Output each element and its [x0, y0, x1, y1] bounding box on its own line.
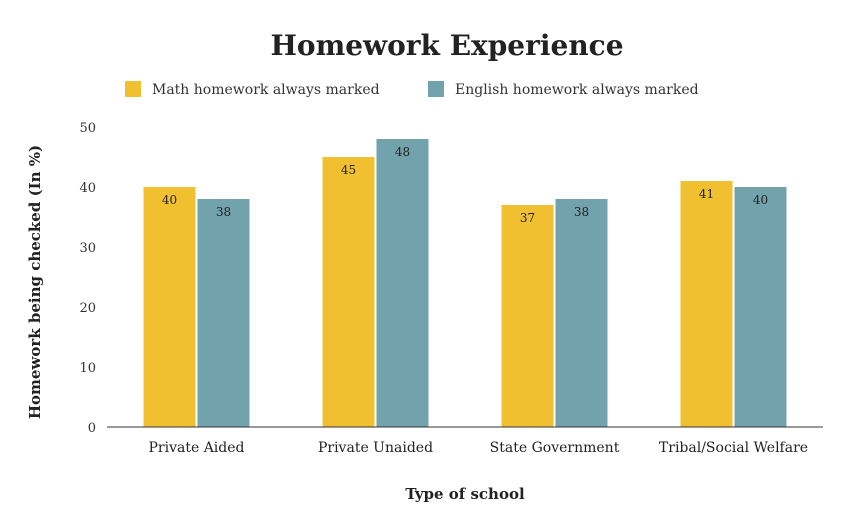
x-tick-label: Tribal/Social Welfare — [659, 440, 808, 456]
y-tick-label: 50 — [79, 121, 96, 136]
y-tick-label: 30 — [79, 241, 96, 256]
y-axis-label: Homework being checked (In %) — [26, 145, 44, 419]
y-axis: 0 10 20 30 40 50 — [79, 121, 96, 436]
x-tick-label: State Government — [490, 440, 620, 456]
x-tick-label: Private Unaided — [318, 440, 433, 456]
x-axis: Private Aided Private Unaided State Govern… — [148, 440, 808, 456]
bar-data-label: 38 — [216, 205, 231, 219]
bars: 40 38 45 48 37 38 41 40 — [143, 139, 787, 427]
bar-english-0 — [197, 199, 250, 427]
bar-math-1 — [322, 157, 375, 427]
bar-data-label: 40 — [753, 193, 768, 207]
bar-math-2 — [501, 205, 554, 427]
chart-title: Homework Experience — [270, 29, 623, 62]
legend-swatch-math — [125, 81, 141, 97]
y-tick-label: 40 — [79, 181, 96, 196]
x-tick-label: Private Aided — [148, 440, 244, 456]
bar-math-3 — [680, 181, 733, 427]
bar-data-label: 38 — [574, 205, 589, 219]
bar-data-label: 45 — [341, 163, 356, 177]
y-tick-label: 20 — [79, 301, 96, 316]
bar-data-label: 37 — [520, 211, 535, 225]
legend: Math homework always marked English home… — [125, 81, 699, 98]
x-axis-label: Type of school — [405, 485, 525, 503]
legend-swatch-english — [428, 81, 444, 97]
y-tick-label: 0 — [88, 421, 96, 436]
bar-english-1 — [376, 139, 429, 427]
legend-label-math: Math homework always marked — [152, 82, 380, 98]
bar-english-2 — [555, 199, 608, 427]
bar-data-label: 40 — [162, 193, 177, 207]
bar-math-0 — [143, 187, 196, 427]
bar-data-label: 41 — [699, 187, 714, 201]
legend-label-english: English homework always marked — [455, 82, 699, 98]
bar-data-label: 48 — [395, 145, 410, 159]
bar-english-3 — [734, 187, 787, 427]
y-tick-label: 10 — [79, 361, 96, 376]
